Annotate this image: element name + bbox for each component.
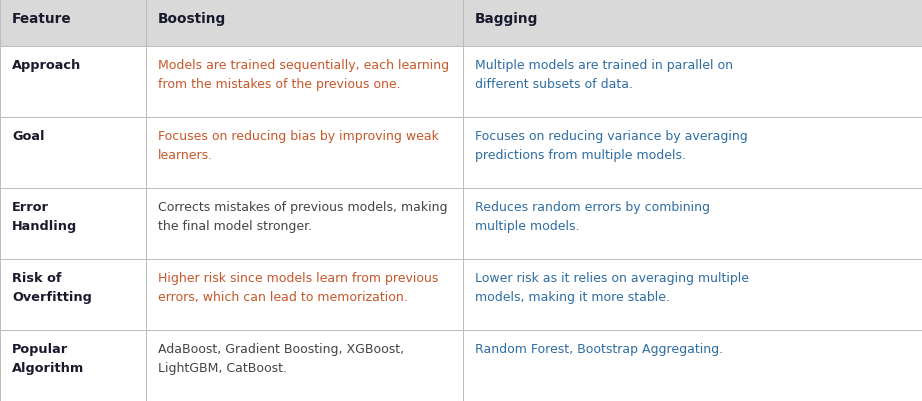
Bar xyxy=(146,330,463,401)
Text: Focuses on reducing variance by averaging
predictions from multiple models.: Focuses on reducing variance by averagin… xyxy=(475,130,748,162)
Text: Reduces random errors by combining
multiple models.: Reduces random errors by combining multi… xyxy=(475,201,710,232)
Bar xyxy=(463,259,922,330)
Text: Goal: Goal xyxy=(12,130,44,143)
Text: Random Forest, Bootstrap Aggregating.: Random Forest, Bootstrap Aggregating. xyxy=(475,342,723,355)
Bar xyxy=(0,189,146,259)
Bar xyxy=(463,330,922,401)
Text: Corrects mistakes of previous models, making
the final model stronger.: Corrects mistakes of previous models, ma… xyxy=(158,201,447,232)
Text: Multiple models are trained in parallel on
different subsets of data.: Multiple models are trained in parallel … xyxy=(475,59,733,91)
Bar xyxy=(146,118,463,189)
Bar xyxy=(146,0,463,47)
Bar xyxy=(146,47,463,118)
Text: Feature: Feature xyxy=(12,12,72,26)
Bar xyxy=(0,47,146,118)
Bar xyxy=(463,47,922,118)
Text: Models are trained sequentially, each learning
from the mistakes of the previous: Models are trained sequentially, each le… xyxy=(158,59,449,91)
Bar xyxy=(146,259,463,330)
Text: Higher risk since models learn from previous
errors, which can lead to memorizat: Higher risk since models learn from prev… xyxy=(158,271,438,303)
Bar xyxy=(0,330,146,401)
Bar xyxy=(463,118,922,189)
Bar xyxy=(463,189,922,259)
Text: Error
Handling: Error Handling xyxy=(12,201,77,232)
Bar xyxy=(0,0,146,47)
Text: Popular
Algorithm: Popular Algorithm xyxy=(12,342,84,374)
Text: Risk of
Overfitting: Risk of Overfitting xyxy=(12,271,92,303)
Text: Approach: Approach xyxy=(12,59,81,72)
Text: Bagging: Bagging xyxy=(475,12,538,26)
Text: Lower risk as it relies on averaging multiple
models, making it more stable.: Lower risk as it relies on averaging mul… xyxy=(475,271,749,303)
Text: Boosting: Boosting xyxy=(158,12,226,26)
Text: AdaBoost, Gradient Boosting, XGBoost,
LightGBM, CatBoost.: AdaBoost, Gradient Boosting, XGBoost, Li… xyxy=(158,342,404,374)
Bar xyxy=(463,0,922,47)
Bar xyxy=(0,118,146,189)
Bar xyxy=(0,259,146,330)
Text: Focuses on reducing bias by improving weak
learners.: Focuses on reducing bias by improving we… xyxy=(158,130,439,162)
Bar xyxy=(146,189,463,259)
